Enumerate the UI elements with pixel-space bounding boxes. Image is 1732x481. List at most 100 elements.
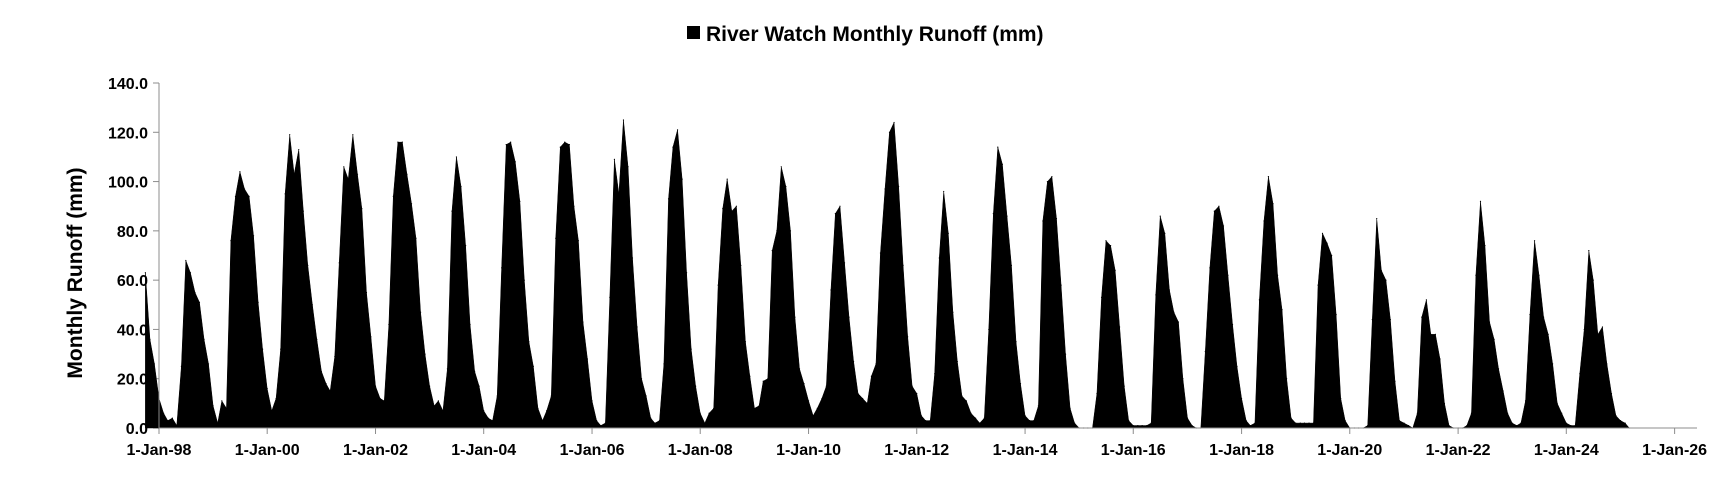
data-point [1597,333,1599,335]
data-point [1303,422,1306,424]
data-point [1601,326,1604,328]
y-tick-label: 80.0 [117,224,148,241]
data-point [167,420,169,422]
data-point [1128,420,1130,422]
data-point [194,291,196,294]
data-point [920,415,922,417]
data-point [992,213,994,215]
y-tick-label: 140.0 [108,76,148,93]
data-point [1408,424,1410,427]
data-point [1150,422,1152,424]
data-point [974,417,977,419]
data-point [1001,163,1004,165]
data-point [1610,392,1613,395]
data-point [676,129,679,131]
data-point [383,400,385,402]
data-point [645,395,647,397]
data-point [717,284,719,286]
data-point [1394,380,1396,382]
data-point [979,422,981,424]
data-point [289,134,291,136]
data-point [780,166,782,168]
data-point [1010,264,1013,266]
data-point [1245,420,1247,422]
data-point [532,365,534,367]
data-point [1344,420,1346,422]
data-point [907,336,909,338]
data-point [884,188,886,190]
data-point [1006,215,1008,217]
data-point [1209,267,1211,269]
data-point [785,185,787,188]
data-point [311,304,313,306]
data-point [1543,316,1545,318]
data-point [568,144,570,146]
data-point [1403,422,1405,424]
data-point [1570,424,1572,427]
data-point [1177,321,1180,323]
data-point [1340,397,1342,400]
data-point [320,370,323,372]
data-point [1331,254,1333,257]
data-point [1015,341,1017,343]
data-point [1119,326,1121,328]
data-point [934,373,936,375]
data-point [406,173,408,175]
data-point [1123,385,1125,387]
data-point [293,173,295,175]
x-tick-label: 1-Jan-02 [343,442,408,459]
data-point [663,363,665,365]
data-point [1619,420,1622,422]
data-point [225,407,228,409]
data-point [794,316,796,318]
y-axis-title: Monthly Runoff (mm) [64,167,87,378]
data-point [523,279,525,281]
data-point [596,420,598,422]
data-point [221,400,223,402]
data-point [307,264,309,266]
data-point [252,235,255,237]
data-point [1574,424,1576,427]
data-point [1308,422,1310,424]
data-point [212,405,214,407]
data-point [1141,424,1143,427]
data-point [185,259,187,262]
data-point [600,424,602,427]
data-point [1624,422,1626,424]
data-point [1222,225,1225,227]
data-point [1024,415,1026,417]
data-point [640,378,643,380]
data-point [541,420,544,422]
data-point [839,205,841,207]
data-point [1502,390,1504,392]
data-point [582,321,584,323]
data-point [243,188,246,190]
data-point [650,417,652,419]
data-point [1213,210,1215,212]
data-point [469,323,471,326]
data-point [546,410,548,412]
data-point [681,178,683,180]
data-point [162,412,165,414]
data-point [302,210,304,212]
data-point [352,134,354,136]
data-point [316,338,318,340]
data-point [735,205,737,207]
data-point [496,395,498,397]
data-point [1168,289,1171,291]
data-point [1267,176,1270,178]
data-point [1100,296,1103,298]
data-point [1263,220,1265,222]
data-point [1033,420,1035,422]
data-point [275,397,277,400]
data-point [956,360,958,363]
data-point [510,141,512,143]
data-point [460,185,462,188]
data-point [947,232,949,234]
data-point [965,400,967,402]
data-point [749,375,751,377]
data-point [271,410,273,412]
data-point [699,412,701,414]
data-point [1556,402,1558,404]
y-tick-label: 100.0 [108,175,148,192]
